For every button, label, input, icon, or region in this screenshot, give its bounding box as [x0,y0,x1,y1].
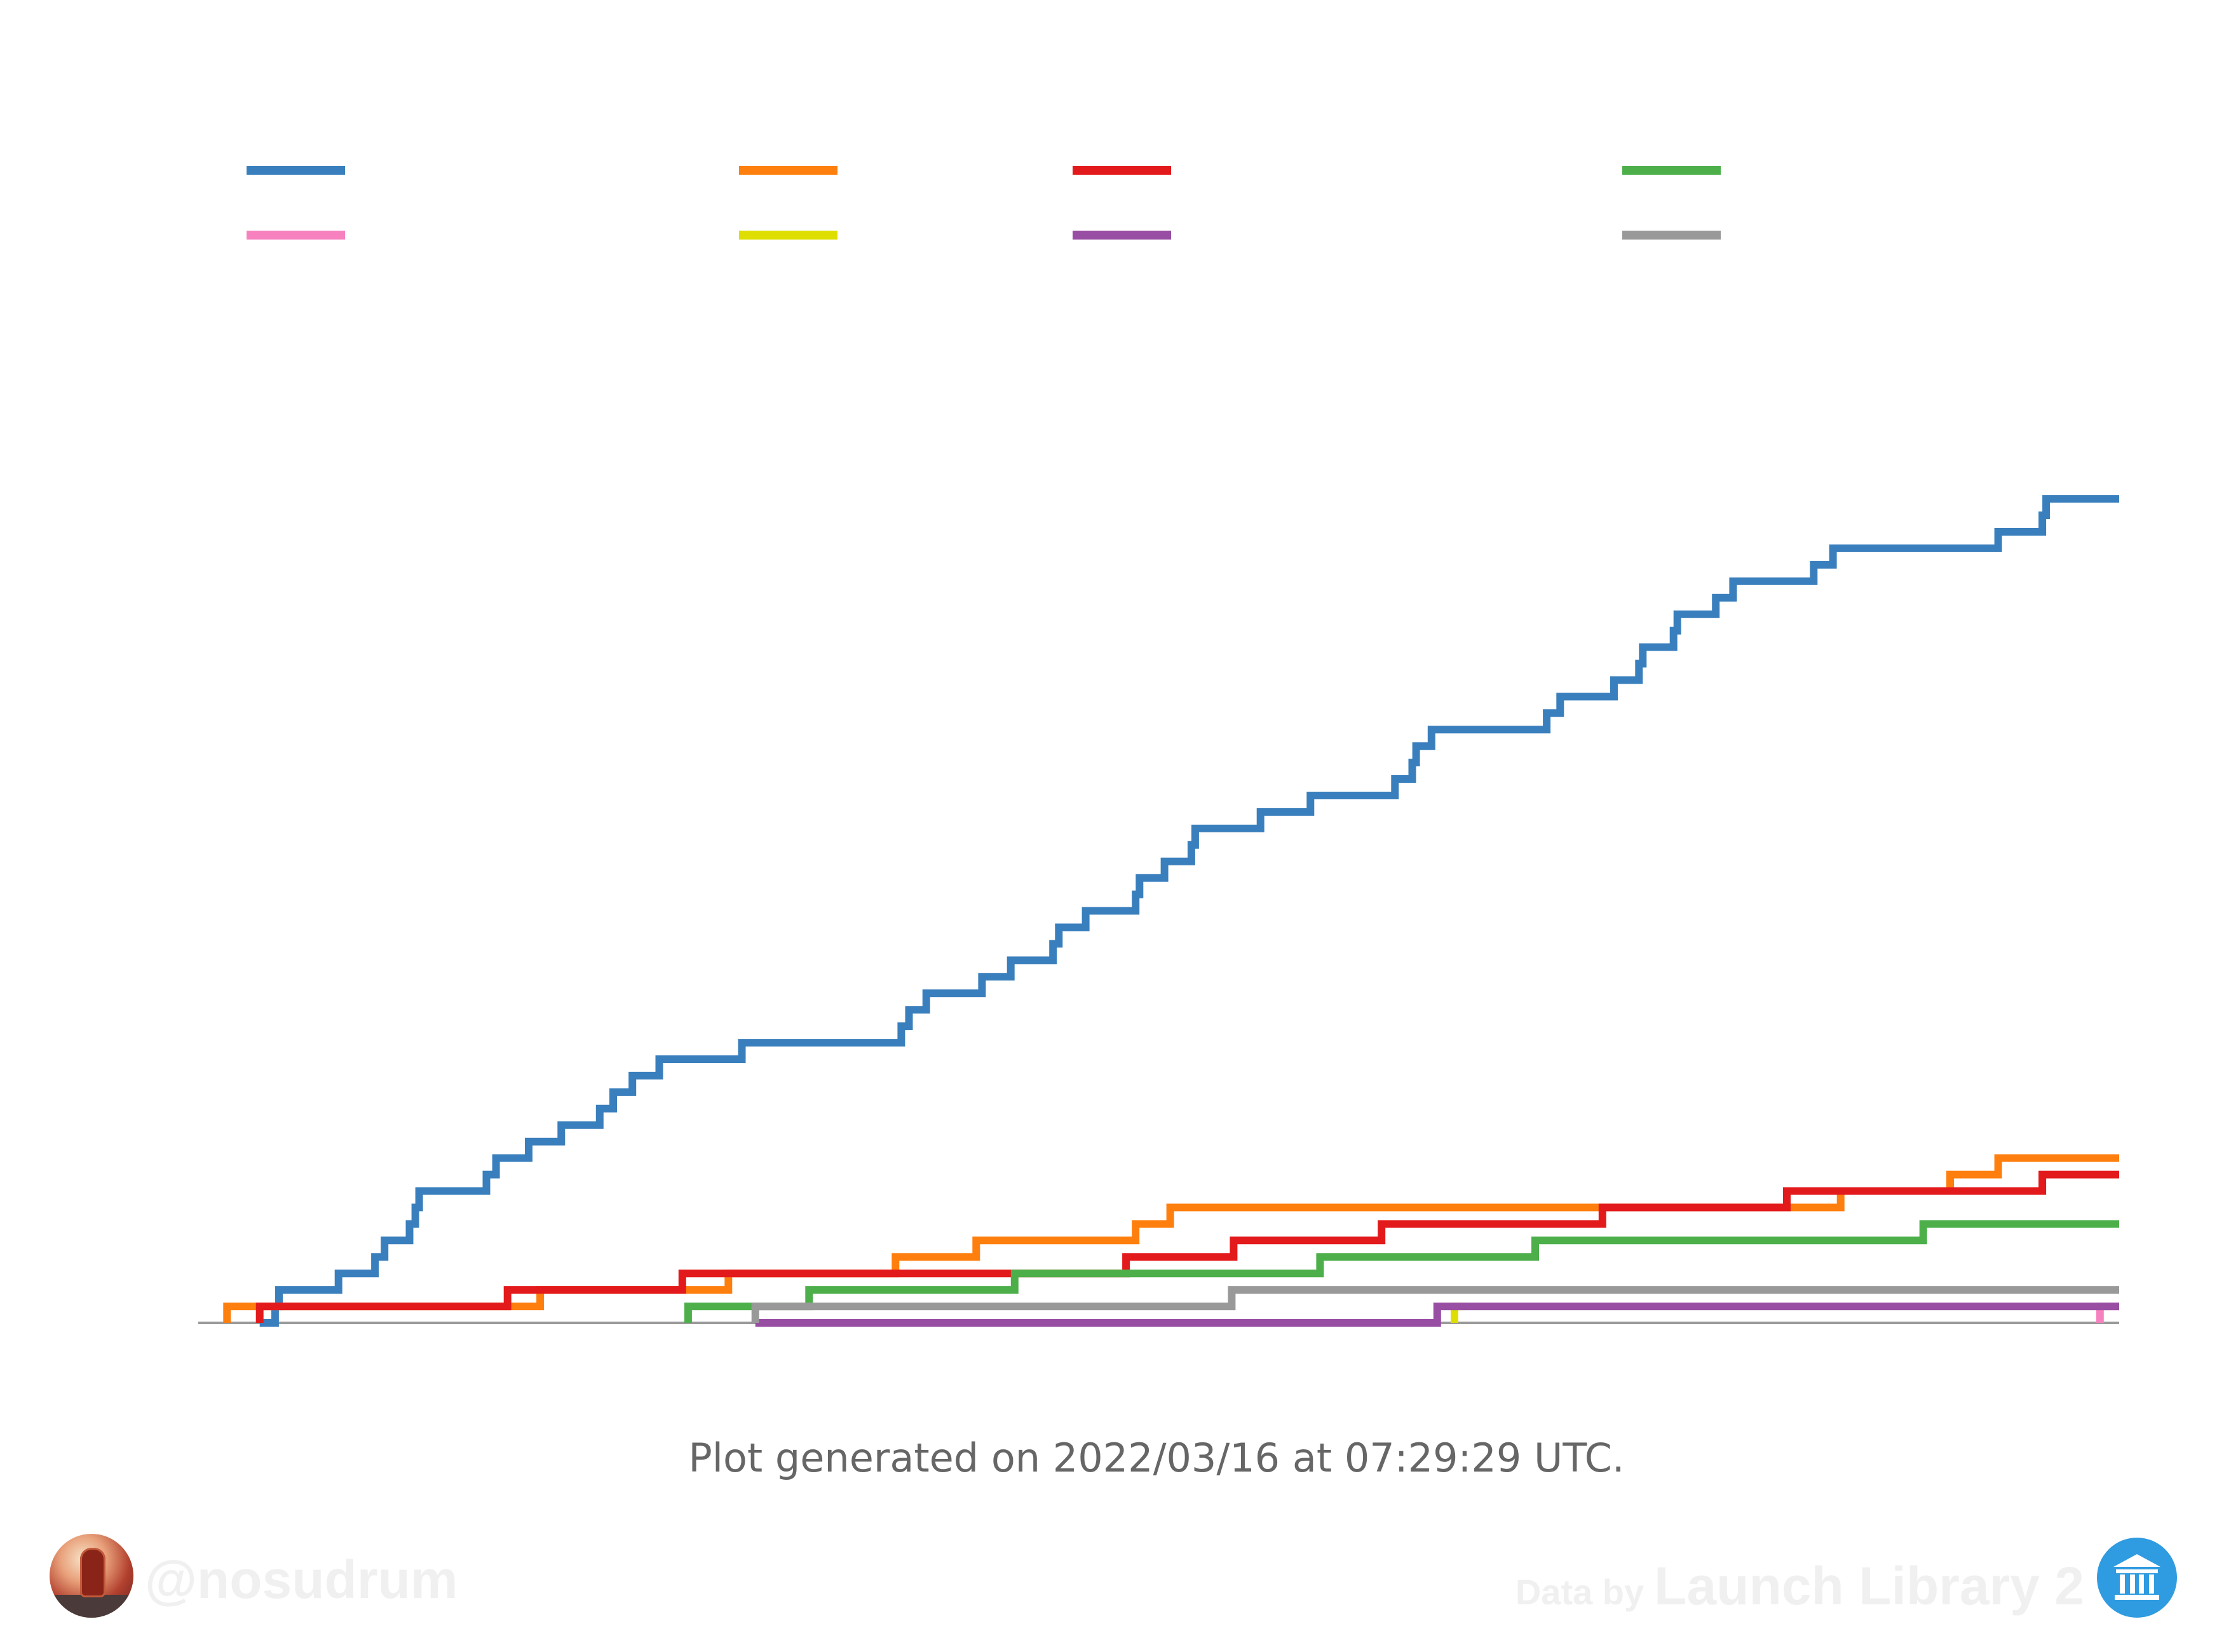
series-line-3 [255,1170,2119,1323]
credit-prefix: Data by [1515,1572,1644,1612]
series-line-7 [755,1303,2119,1327]
credit-source-name: Launch Library 2 [1654,1556,2084,1616]
legend [247,166,1721,240]
plot-generated-note: Plot generated on 2022/03/16 at 07:29:29… [688,1435,1625,1481]
library-building-icon [2113,1554,2160,1600]
data-credit: Data by Launch Library 2 [1515,1555,2084,1617]
author-avatar [50,1534,133,1618]
series-line-8 [751,1286,2119,1323]
avatar-astronaut-figure [80,1548,105,1597]
plot-area [198,495,2119,1327]
launch-library-logo [2097,1538,2177,1618]
avatar-ground [50,1595,133,1618]
series-line-1 [259,495,2119,1327]
author-handle: @nosudrum [145,1550,458,1609]
